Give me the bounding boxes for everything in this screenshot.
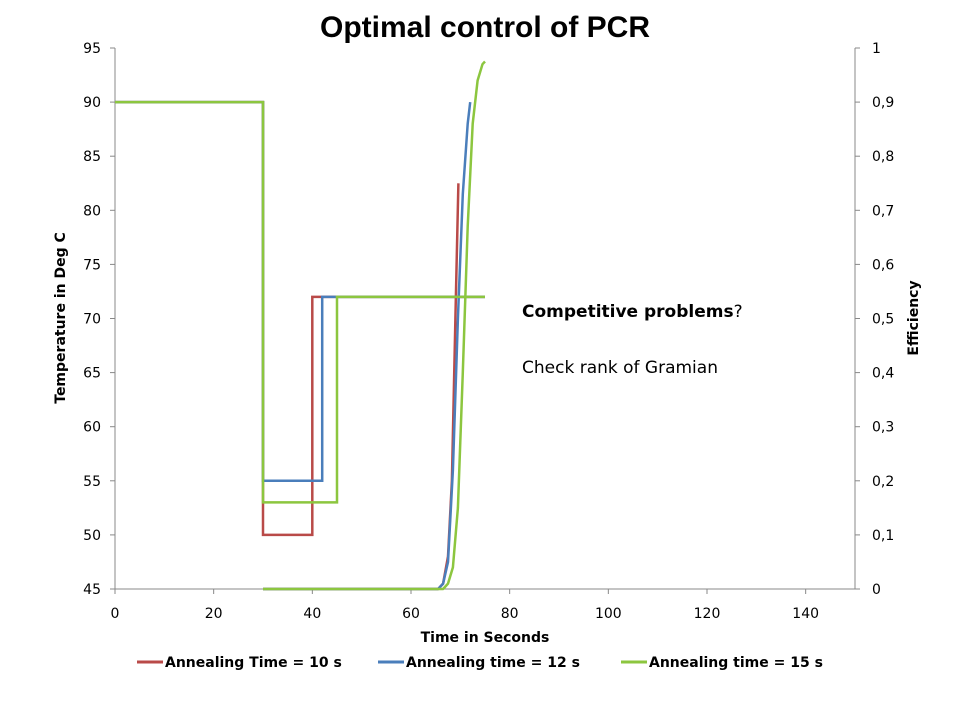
y-left-tick-label: 70 bbox=[83, 312, 101, 328]
series-efficiency-line-3 bbox=[263, 60, 486, 591]
y-right-tick-label: 0,1 bbox=[872, 528, 894, 544]
ticks: 45 50 55 60 65 70 75 80 85 90 95 0 0,1 0,2 0,3 0,4 0,5 0,… bbox=[83, 41, 894, 622]
y-right-tick-label: 0,7 bbox=[872, 203, 894, 219]
x-tick-label: 100 bbox=[595, 606, 622, 622]
legend-label-2: Annealing time = 12 s bbox=[406, 655, 580, 671]
chart-title: Optimal control of PCR bbox=[320, 11, 650, 44]
y-right-tick-label: 0,3 bbox=[872, 420, 894, 436]
y-left-tick-label: 55 bbox=[83, 474, 101, 490]
legend-label-3: Annealing time = 15 s bbox=[649, 655, 823, 671]
y-left-tick-label: 45 bbox=[83, 582, 101, 598]
series-layer bbox=[115, 60, 486, 591]
legend: Annealing Time = 10 s Annealing time = 12… bbox=[137, 655, 823, 671]
x-tick-label: 20 bbox=[205, 606, 223, 622]
y-left-tick-label: 95 bbox=[83, 41, 101, 57]
y-left-tick-label: 60 bbox=[83, 420, 101, 436]
annotation-gramian: Check rank of Gramian bbox=[522, 358, 718, 378]
annotation-competitive-bold: Competitive problems bbox=[522, 302, 734, 322]
x-tick-label: 40 bbox=[303, 606, 321, 622]
y-axis-right-title: Efficiency bbox=[906, 280, 922, 355]
y-left-tick-label: 75 bbox=[83, 257, 101, 273]
series-efficiency-line-1 bbox=[263, 183, 460, 591]
y-right-tick-label: 0,2 bbox=[872, 474, 894, 490]
series-temperature-line-1 bbox=[115, 100, 485, 537]
axes bbox=[114, 48, 856, 590]
y-left-tick-label: 50 bbox=[83, 528, 101, 544]
y-right-tick-label: 1 bbox=[872, 41, 881, 57]
annotation-competitive-rest: ? bbox=[734, 302, 743, 322]
x-tick-label: 0 bbox=[111, 606, 120, 622]
annotation-competitive: Competitive problems? bbox=[522, 302, 743, 322]
x-axis-title: Time in Seconds bbox=[421, 630, 550, 646]
y-right-tick-label: 0,6 bbox=[872, 257, 894, 273]
x-tick-label: 60 bbox=[402, 606, 420, 622]
x-tick-label: 140 bbox=[792, 606, 819, 622]
y-right-tick-label: 0,9 bbox=[872, 95, 894, 111]
series-temperature-line-3 bbox=[115, 100, 485, 504]
y-right-tick-label: 0,4 bbox=[872, 366, 894, 382]
y-right-tick-label: 0 bbox=[872, 582, 881, 598]
x-tick-label: 80 bbox=[501, 606, 519, 622]
legend-label-1: Annealing Time = 10 s bbox=[165, 655, 342, 671]
y-left-tick-label: 90 bbox=[83, 95, 101, 111]
y-right-tick-label: 0,5 bbox=[872, 312, 894, 328]
y-left-tick-label: 80 bbox=[83, 203, 101, 219]
y-axis-left-title: Temperature in Deg C bbox=[53, 232, 69, 404]
y-left-tick-label: 85 bbox=[83, 149, 101, 165]
y-right-tick-label: 0,8 bbox=[872, 149, 894, 165]
series-efficiency-line-2 bbox=[263, 101, 472, 591]
x-tick-label: 120 bbox=[694, 606, 721, 622]
series-temperature-line-2 bbox=[115, 100, 485, 483]
y-left-tick-label: 65 bbox=[83, 366, 101, 382]
